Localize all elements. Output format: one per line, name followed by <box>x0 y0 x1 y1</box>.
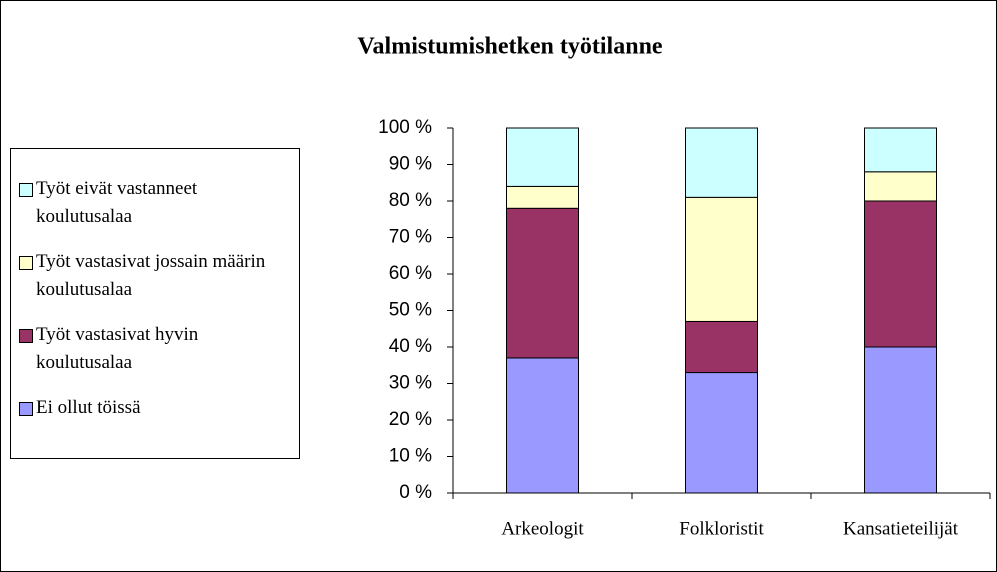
legend-label: Ei ollut töissä <box>36 397 141 418</box>
y-tick-label: 30 % <box>389 373 432 394</box>
bar-segment <box>685 320 758 374</box>
legend-label: Työt vastasivat hyvin koulutusalaa <box>36 324 199 373</box>
bar-segment <box>685 196 758 322</box>
bar-segment <box>506 127 579 187</box>
y-tick-label: 0 % <box>399 482 432 503</box>
bar-segment <box>864 200 937 348</box>
legend: Työt eivät vastanneet koulutusalaa Työt v… <box>10 148 300 459</box>
y-tick-label: 50 % <box>389 300 432 321</box>
y-tick-label: 40 % <box>389 336 432 357</box>
y-tick-label: 10 % <box>389 446 432 467</box>
legend-label: Työt eivät vastanneet koulutusalaa <box>36 178 198 227</box>
x-tick-label: Arkeologit <box>501 518 584 539</box>
bar-segment <box>864 346 937 494</box>
bar-segment <box>506 357 579 494</box>
legend-swatch <box>19 329 33 343</box>
legend-label: Työt vastasivat jossain määrin koulutusa… <box>36 251 266 300</box>
bar-segment <box>864 171 937 202</box>
legend-swatch <box>19 402 33 416</box>
bar-segment <box>506 185 579 209</box>
legend-swatch <box>19 183 33 197</box>
bar-segment <box>506 207 579 359</box>
y-tick-label: 60 % <box>389 263 432 284</box>
legend-item: Ei ollut töissä <box>19 394 291 422</box>
legend-item: Työt eivät vastanneet koulutusalaa <box>19 175 291 231</box>
y-tick-label: 80 % <box>389 190 432 211</box>
legend-swatch <box>19 256 33 270</box>
bar-segment <box>685 127 758 198</box>
legend-item: Työt vastasivat hyvin koulutusalaa <box>19 321 291 377</box>
y-tick-label: 70 % <box>389 227 432 248</box>
x-tick-label: Folkloristit <box>679 518 764 539</box>
bar-segment <box>864 127 937 173</box>
y-tick-label: 90 % <box>389 154 432 175</box>
legend-item: Työt vastasivat jossain määrin koulutusa… <box>19 248 291 304</box>
bar-segment <box>685 372 758 494</box>
y-tick-label: 100 % <box>378 117 432 138</box>
x-tick-label: Kansatieteilijät <box>843 518 959 539</box>
y-tick-label: 20 % <box>389 409 432 430</box>
chart-title: Valmistumishetken työtilanne <box>357 34 662 60</box>
